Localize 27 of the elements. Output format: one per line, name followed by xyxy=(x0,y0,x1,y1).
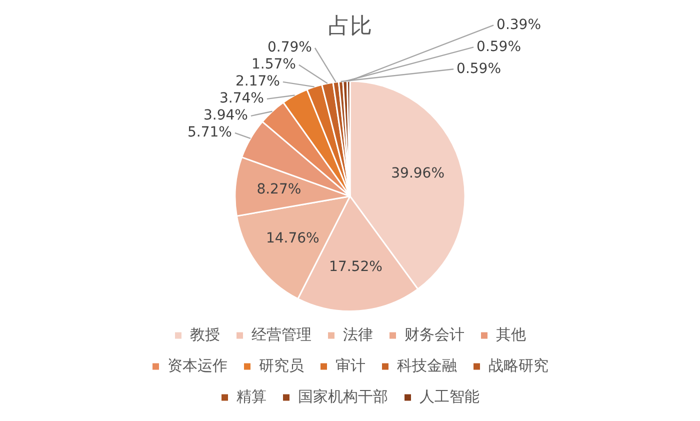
legend-label: 研究员 xyxy=(258,356,304,374)
data-label: 14.76% xyxy=(266,230,320,246)
data-label: 3.94% xyxy=(203,108,248,124)
legend-label: 精算 xyxy=(236,387,266,406)
data-label: 0.59% xyxy=(456,60,502,77)
legend-label: 战略研究 xyxy=(488,356,548,374)
legend-label: 财务会计 xyxy=(404,325,464,344)
legend-label: 科技金融 xyxy=(396,356,457,374)
legend-label: 教授 xyxy=(190,325,220,344)
data-label: 2.17% xyxy=(235,74,280,90)
data-label: 1.57% xyxy=(251,56,296,73)
legend-label: 人工智能 xyxy=(419,387,480,406)
data-label: 8.27% xyxy=(256,182,302,198)
chart-title: 占比 xyxy=(328,14,372,39)
legend-label: 其他 xyxy=(496,325,526,344)
data-label: 5.71% xyxy=(187,124,232,141)
data-label: 17.52% xyxy=(329,258,382,275)
data-label: 0.79% xyxy=(267,40,312,56)
legend-label: 资本运作 xyxy=(167,356,228,374)
data-label: 39.96% xyxy=(391,166,445,182)
data-label: 0.59% xyxy=(476,38,522,55)
legend-label: 法律 xyxy=(342,325,373,344)
legend-label: 国家机构干部 xyxy=(298,387,388,406)
legend-label: 经营管理 xyxy=(251,325,312,344)
data-label: 0.39% xyxy=(496,16,542,33)
data-label: 3.74% xyxy=(219,90,264,107)
legend-label: 审计 xyxy=(335,356,366,374)
